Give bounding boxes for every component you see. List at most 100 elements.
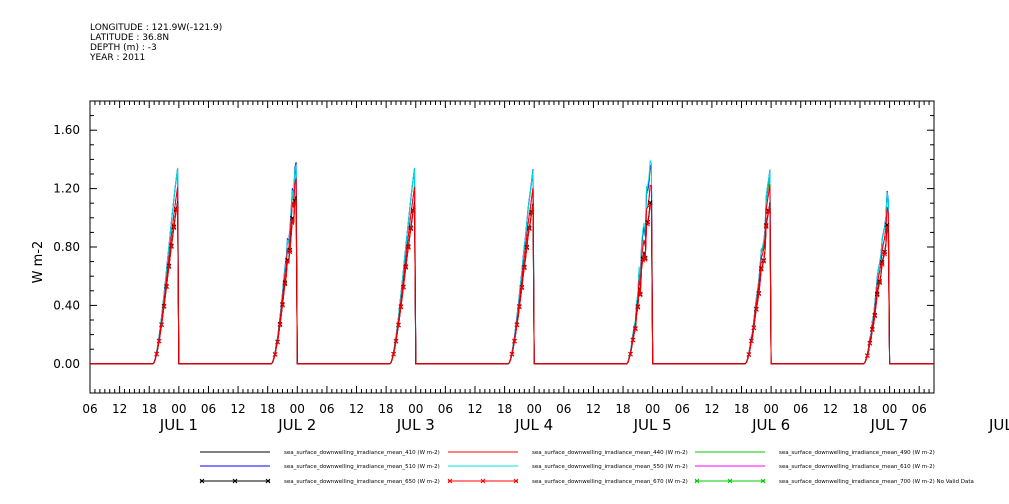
series-marker <box>865 353 870 359</box>
x-tick-label: 00 <box>171 402 186 416</box>
legend-label: sea_surface_downwelling_irradiance_mean_… <box>532 450 688 456</box>
legend-label: sea_surface_downwelling_irradiance_mean_… <box>284 479 440 485</box>
x-tick-label: 00 <box>527 402 542 416</box>
y-tick-label: 0.80 <box>53 240 80 254</box>
series-line <box>90 195 934 365</box>
y-tick-label: 1.20 <box>53 182 80 196</box>
series-marker <box>521 265 527 271</box>
series-marker <box>756 291 762 297</box>
legend-marker <box>232 478 238 484</box>
series-line <box>90 177 934 365</box>
x-tick-label: 18 <box>260 402 275 416</box>
series-marker <box>877 280 883 286</box>
series-marker <box>512 338 517 344</box>
series-marker <box>285 259 290 264</box>
header-block: LONGITUDE : 121.9W(-121.9) LATITUDE : 36… <box>89 23 222 63</box>
series-marker <box>159 322 164 328</box>
header-latitude: LATITUDE : 36.8N <box>90 33 169 43</box>
series-marker <box>166 264 172 269</box>
series-marker <box>393 338 399 344</box>
series-marker <box>171 225 177 231</box>
series-marker <box>514 322 520 328</box>
series-marker <box>751 325 757 331</box>
x-tick-label: 12 <box>230 402 245 416</box>
series-marker <box>628 351 633 357</box>
series-line <box>90 167 934 365</box>
series-marker <box>642 257 648 262</box>
day-label: JUL 1 <box>159 416 198 434</box>
series-marker <box>884 224 890 230</box>
series-marker <box>637 292 643 298</box>
series-marker <box>524 245 530 251</box>
legend-label: sea_surface_downwelling_irradiance_mean_… <box>284 450 440 456</box>
legend-marker <box>265 478 271 484</box>
legend-marker <box>760 478 766 484</box>
series-marker <box>869 327 875 333</box>
series-marker <box>526 226 532 232</box>
day-label: JUL 2 <box>277 416 316 434</box>
x-tick-label: 12 <box>467 402 482 416</box>
series-line <box>90 177 934 365</box>
legend-label: sea_surface_downwelling_irradiance_mean_… <box>532 464 688 470</box>
day-label: JUL 6 <box>751 416 790 434</box>
y-tick-label: 0.40 <box>53 298 80 312</box>
series-marker <box>647 202 653 208</box>
y-axis-label: W m-2 <box>31 241 46 284</box>
series-marker <box>280 302 285 308</box>
series-marker <box>164 284 169 290</box>
series-marker <box>529 210 535 216</box>
day-label: JUL 5 <box>633 416 672 434</box>
header-depth: DEPTH (m) : -3 <box>90 43 157 53</box>
series-marker <box>746 352 752 357</box>
series-marker <box>391 351 396 357</box>
x-tick-label: 12 <box>704 402 719 416</box>
x-tick-label: 12 <box>112 402 127 416</box>
x-tick-label: 18 <box>852 402 867 416</box>
series-marker <box>161 304 167 309</box>
series-marker <box>398 304 404 310</box>
series-line <box>90 162 934 365</box>
series-marker <box>282 281 288 287</box>
x-tick-label: 06 <box>201 402 216 416</box>
series-marker <box>872 313 878 319</box>
x-tick-label: 18 <box>378 402 393 416</box>
series-marker <box>290 217 295 223</box>
x-tick-label: 06 <box>319 402 334 416</box>
series-marker <box>287 249 293 255</box>
day-label: JUL 7 <box>870 416 909 434</box>
legend-label: sea_surface_downwelling_irradiance_mean_… <box>779 479 974 485</box>
legend-marker <box>199 478 205 484</box>
x-tick-label: 00 <box>290 402 305 416</box>
y-tick-label: 0.00 <box>53 357 80 371</box>
x-tick-label: 18 <box>734 402 749 416</box>
series-line <box>90 159 934 365</box>
legend-label: sea_surface_downwelling_irradiance_mean_… <box>779 464 935 470</box>
x-tick-label: 06 <box>675 402 690 416</box>
y-tick-label: 1.60 <box>53 123 80 137</box>
x-tick-label: 06 <box>438 402 453 416</box>
series-marker <box>277 322 283 328</box>
x-tick-label: 00 <box>645 402 660 416</box>
series-marker <box>396 322 401 328</box>
day-label: JUL 4 <box>514 416 553 434</box>
series-marker <box>156 338 162 344</box>
x-tick-label: 00 <box>882 402 897 416</box>
series-marker <box>154 351 159 357</box>
series-marker <box>753 307 759 312</box>
series-marker <box>749 338 754 344</box>
series-marker <box>630 337 636 343</box>
header-year: YEAR : 2011 <box>89 53 145 63</box>
legend-marker <box>480 478 486 484</box>
series-marker <box>633 326 638 332</box>
series-marker <box>763 224 769 229</box>
series-marker <box>635 305 641 310</box>
legend-marker <box>513 478 519 484</box>
series-marker <box>645 221 651 227</box>
series-marker <box>174 208 179 213</box>
x-tick-label: 18 <box>497 402 512 416</box>
series-line <box>90 195 934 365</box>
series-marker <box>519 285 525 291</box>
series-marker <box>403 264 409 270</box>
x-tick-label: 12 <box>586 402 601 416</box>
